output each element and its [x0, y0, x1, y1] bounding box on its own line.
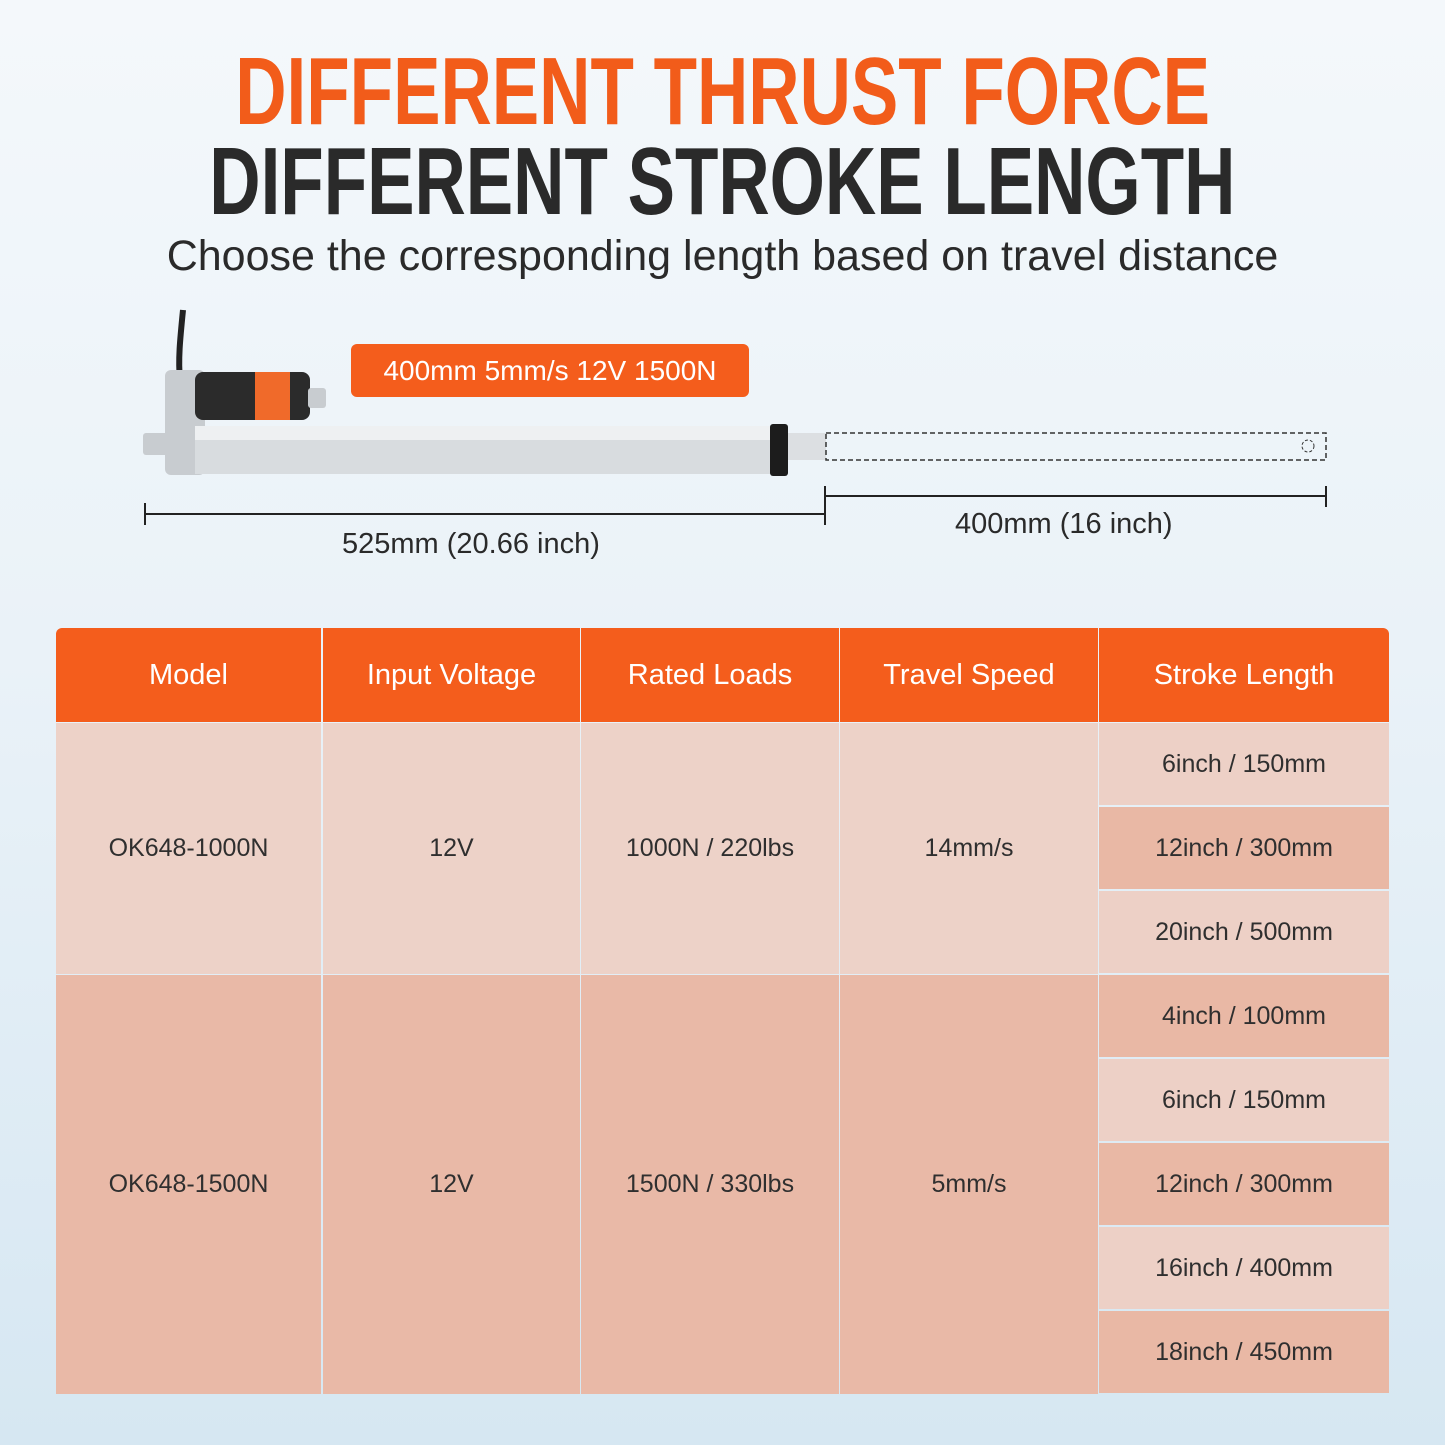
spec-badge: 400mm 5mm/s 12V 1500N [351, 344, 749, 397]
voltage-cell: 12V [323, 975, 580, 1394]
speed-cell: 5mm/s [840, 975, 1098, 1394]
headline-line1: DIFFERENT THRUST FORCE [235, 38, 1210, 145]
load-cell: 1500N / 330lbs [581, 975, 839, 1394]
inner-rod [788, 433, 826, 460]
table-header-cell: Input Voltage [323, 628, 580, 722]
stroke-length-cell: 6inch / 150mm [1099, 723, 1389, 805]
stroke-length-cell: 12inch / 300mm [1099, 1143, 1389, 1225]
stroke-length-cell: 20inch / 500mm [1099, 891, 1389, 973]
load-cell: 1000N / 220lbs [581, 723, 839, 974]
speed-cell: 14mm/s [840, 723, 1098, 974]
stroke-length-label: 400mm (16 inch) [955, 508, 1173, 540]
stroke-length-cell: 16inch / 400mm [1099, 1227, 1389, 1309]
stroke-length-cell: 6inch / 150mm [1099, 1059, 1389, 1141]
table-header-cell: Travel Speed [840, 628, 1098, 722]
stroke-length-cell: 18inch / 450mm [1099, 1311, 1389, 1393]
table-header-cell: Stroke Length [1099, 628, 1389, 722]
voltage-cell: 12V [323, 723, 580, 974]
retracted-length-label: 525mm (20.66 inch) [342, 528, 600, 560]
model-cell: OK648-1500N [56, 975, 321, 1394]
subtitle: Choose the corresponding length based on… [166, 232, 1279, 280]
actuator-diagram [143, 309, 1327, 525]
extended-rod-outline [825, 432, 1327, 461]
headline-line2: DIFFERENT STROKE LENGTH [209, 128, 1236, 235]
table-header-cell: Model [56, 628, 321, 722]
table-header-cell: Rated Loads [581, 628, 839, 722]
stroke-length-cell: 12inch / 300mm [1099, 807, 1389, 889]
model-cell: OK648-1000N [56, 723, 321, 974]
stroke-length-cell: 4inch / 100mm [1099, 975, 1389, 1057]
